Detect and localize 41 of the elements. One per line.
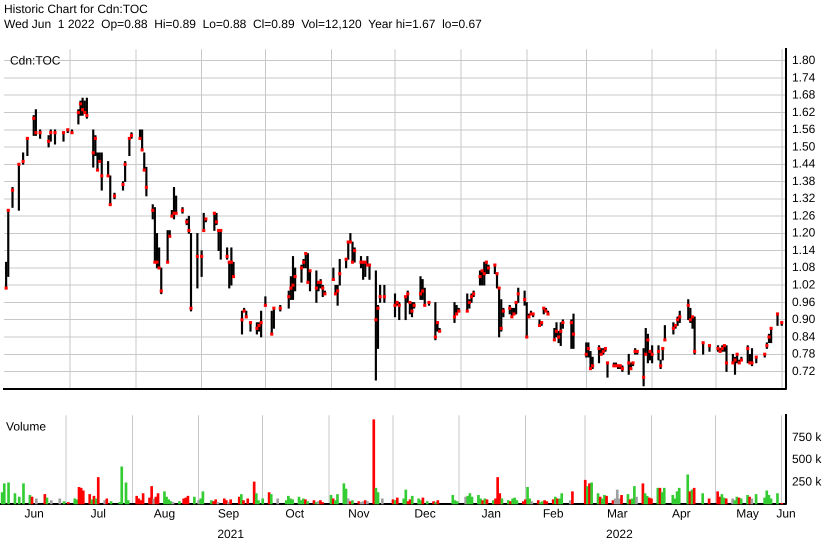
x-tick-label: Aug: [154, 506, 176, 521]
y-tick-label: 0.96: [792, 294, 816, 309]
x-tick-label: Jul: [90, 506, 106, 521]
y-tick-label: 1.44: [792, 156, 816, 171]
x2-tick-label: 2021: [217, 527, 244, 542]
x-tick-label: Feb: [542, 506, 564, 521]
y-tick-label: 1.08: [792, 260, 816, 274]
x-tick-label: Jun: [24, 506, 44, 521]
x-tick-label: Apr: [672, 506, 691, 521]
chart-subtitle: Wed Jun 1 2022 Op=0.88 Hi=0.89 Lo=0.88 Cl=0.89 Vol=12,120 Year hi=1.67 lo=0.67: [4, 17, 483, 32]
y-tick-label: 1.14: [792, 242, 816, 257]
y-tick-label: 1.62: [792, 104, 816, 119]
x-tick-label: Mar: [606, 506, 628, 521]
y-tick-label: 0.72: [792, 364, 816, 378]
y-tick-label: 0.84: [792, 329, 816, 344]
y-tick-label: 1.74: [792, 70, 816, 84]
y-tick-label: 1.68: [792, 88, 816, 102]
y-tick-label: 1.50: [792, 139, 816, 154]
y-tick-label: 0.78: [792, 346, 816, 361]
y-tick-label: 1.02: [792, 278, 816, 292]
annotation: Cdn:TOC: [10, 54, 61, 68]
x-tick-label: Jan: [482, 506, 501, 521]
x-tick-label: May: [736, 506, 759, 521]
y-tick-label: 750 k: [792, 430, 822, 444]
x-tick-label: Dec: [414, 506, 436, 521]
y-tick-label: 1.26: [792, 208, 816, 222]
y-tick-label: 0.90: [792, 312, 816, 326]
y-tick-label: 1.20: [792, 226, 816, 240]
annotation: Volume: [6, 420, 46, 434]
y-tick-label: 1.38: [792, 174, 816, 188]
y-tick-label: 1.32: [792, 191, 816, 206]
y-tick-label: 1.80: [792, 53, 816, 68]
y-tick-label: 250 k: [792, 474, 822, 488]
x-tick-label: Oct: [285, 506, 305, 521]
x-tick-label: Nov: [348, 506, 370, 521]
y-tick-label: 1.56: [792, 122, 816, 136]
y-tick-label: 500 k: [792, 452, 822, 466]
x-tick-label: Sep: [218, 506, 240, 521]
chart-title: Historic Chart for Cdn:TOC: [4, 2, 149, 17]
x2-tick-label: 2022: [606, 527, 634, 542]
x-tick-label: Jun: [776, 506, 796, 521]
